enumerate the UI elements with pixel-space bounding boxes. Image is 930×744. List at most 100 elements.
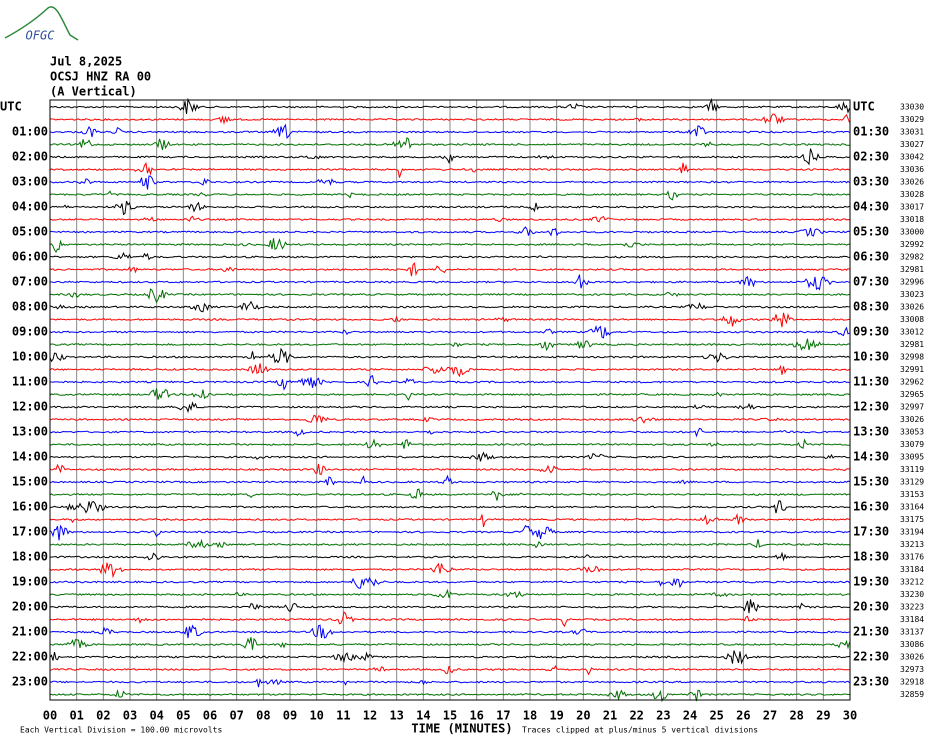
right-time-label: 18:30: [853, 550, 889, 564]
left-time-label: 11:00: [12, 375, 48, 389]
left-time-label: 23:00: [12, 675, 48, 689]
x-tick-label: 12: [363, 709, 377, 723]
x-tick-label: 29: [816, 709, 830, 723]
date: Jul 8,2025: [50, 55, 122, 69]
x-tick-label: 20: [576, 709, 590, 723]
seismic-trace: [49, 688, 850, 703]
x-tick-label: 13: [389, 709, 403, 723]
left-time-label: 12:00: [12, 400, 48, 414]
seismic-trace: [49, 650, 850, 665]
seismic-trace: [49, 325, 850, 339]
trace-offset: 32973: [900, 665, 924, 674]
x-tick-label: 28: [789, 709, 803, 723]
right-time-label: 16:30: [853, 500, 889, 514]
right-time-label: 09:30: [853, 325, 889, 339]
trace-offset: 33026: [900, 178, 924, 187]
right-time-label: 22:30: [853, 650, 889, 664]
x-tick-label: 18: [523, 709, 537, 723]
left-time-label: 10:00: [12, 350, 48, 364]
trace-offset: 33153: [900, 490, 924, 499]
x-tick-label: 05: [176, 709, 190, 723]
trace-offset: 33000: [900, 228, 924, 237]
trace-offset: 33053: [900, 428, 924, 437]
right-time-label: 08:30: [853, 300, 889, 314]
trace-offset: 33175: [900, 515, 924, 524]
trace-offset: 33030: [900, 103, 924, 112]
trace-offset: 33184: [900, 565, 924, 574]
x-tick-label: 24: [683, 709, 697, 723]
left-time-label: 13:00: [12, 425, 48, 439]
seismic-trace: [49, 300, 850, 313]
seismic-trace: [49, 347, 850, 364]
left-time-label: 07:00: [12, 275, 48, 289]
trace-offset: 33230: [900, 590, 924, 599]
right-time-label: 01:30: [853, 125, 889, 139]
trace-offset: 33194: [900, 528, 924, 537]
x-tick-label: 03: [123, 709, 137, 723]
seismic-trace: [49, 588, 850, 599]
seismic-trace: [49, 262, 850, 277]
trace-offset: 33042: [900, 153, 924, 162]
right-time-label: 07:30: [853, 275, 889, 289]
right-time-label: 05:30: [853, 225, 889, 239]
x-tick-label: 02: [96, 709, 110, 723]
trace-offset: 33212: [900, 578, 924, 587]
left-time-label: 06:00: [12, 250, 48, 264]
left-time-label: 02:00: [12, 150, 48, 164]
station: OCSJ HNZ RA 00: [50, 70, 151, 84]
right-time-label: 10:30: [853, 350, 889, 364]
x-tick-label: 26: [736, 709, 750, 723]
right-time-label: 11:30: [853, 375, 889, 389]
right-time-label: 13:30: [853, 425, 889, 439]
seismic-trace: [49, 463, 850, 475]
x-tick-label: 16: [469, 709, 483, 723]
trace-offset: 33017: [900, 203, 924, 212]
left-time-label: 19:00: [12, 575, 48, 589]
right-time-label: 02:30: [853, 150, 889, 164]
x-tick-label: 00: [43, 709, 57, 723]
seismic-trace: [49, 226, 850, 237]
right-time-label: 03:30: [853, 175, 889, 189]
seismic-trace: [49, 551, 850, 562]
grid: [49, 100, 851, 700]
left-time-label: 15:00: [12, 475, 48, 489]
left-time-label: 01:00: [12, 125, 48, 139]
trace-offset: 32991: [900, 365, 924, 374]
trace-offset: 32982: [900, 253, 924, 262]
trace-offset: 33095: [900, 453, 924, 462]
seismic-trace: [49, 215, 850, 223]
seismic-trace: [49, 665, 850, 676]
seismic-trace: [49, 488, 850, 501]
trace-offset: 32965: [900, 390, 924, 399]
x-tick-label: 19: [549, 709, 563, 723]
left-time-label: 05:00: [12, 225, 48, 239]
seismic-trace: [49, 137, 850, 151]
seismic-trace: [49, 237, 850, 253]
seismic-trace: [49, 524, 850, 541]
trace-offset: 33031: [900, 128, 924, 137]
right-time-label: 15:30: [853, 475, 889, 489]
seismic-trace: [49, 363, 850, 378]
left-time-label: 09:00: [12, 325, 48, 339]
left-time-label: 14:00: [12, 450, 48, 464]
trace-offset: 33028: [900, 190, 924, 199]
seismic-trace: [49, 175, 850, 190]
seismic-trace: [49, 599, 850, 614]
x-tick-label: 27: [763, 709, 777, 723]
trace-offset: 33008: [900, 315, 924, 324]
seismic-trace: [49, 274, 850, 291]
seismic-trace: [49, 414, 850, 424]
seismic-trace: [49, 512, 850, 528]
right-time-label: 21:30: [853, 625, 889, 639]
seismic-trace: [49, 374, 850, 391]
x-tick-label: 14: [416, 709, 430, 723]
seismic-trace: [49, 251, 850, 261]
right-time-label: 23:30: [853, 675, 889, 689]
x-tick-label: 08: [256, 709, 270, 723]
x-tick-label: 06: [203, 709, 217, 723]
left-time-label: 18:00: [12, 550, 48, 564]
seismic-trace: [49, 148, 850, 166]
logo-text: OFGC: [26, 29, 56, 43]
x-tick-label: 01: [69, 709, 83, 723]
